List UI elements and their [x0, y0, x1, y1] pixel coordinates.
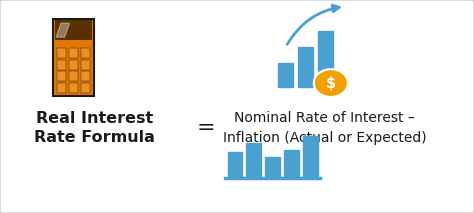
Bar	[228, 152, 242, 178]
Bar	[298, 47, 313, 87]
Bar	[265, 157, 280, 178]
FancyBboxPatch shape	[55, 20, 92, 40]
FancyBboxPatch shape	[57, 60, 65, 69]
Bar	[318, 31, 333, 87]
FancyBboxPatch shape	[69, 83, 78, 93]
Bar	[284, 150, 299, 178]
Text: =: =	[197, 118, 216, 138]
Bar	[303, 136, 318, 178]
Bar	[246, 143, 261, 178]
Text: $: $	[326, 76, 336, 91]
FancyBboxPatch shape	[57, 48, 65, 58]
FancyBboxPatch shape	[82, 71, 90, 81]
FancyBboxPatch shape	[57, 71, 65, 81]
FancyBboxPatch shape	[53, 19, 94, 96]
FancyBboxPatch shape	[69, 71, 78, 81]
Text: Real Interest
Rate Formula: Real Interest Rate Formula	[34, 111, 155, 145]
FancyBboxPatch shape	[69, 48, 78, 58]
Polygon shape	[56, 23, 69, 37]
Text: Nominal Rate of Interest –
Inflation (Actual or Expected): Nominal Rate of Interest – Inflation (Ac…	[223, 111, 427, 145]
FancyBboxPatch shape	[82, 48, 90, 58]
FancyBboxPatch shape	[57, 83, 65, 93]
Bar	[278, 63, 293, 87]
FancyBboxPatch shape	[82, 60, 90, 69]
FancyBboxPatch shape	[69, 60, 78, 69]
Ellipse shape	[314, 69, 348, 97]
FancyBboxPatch shape	[82, 83, 90, 93]
